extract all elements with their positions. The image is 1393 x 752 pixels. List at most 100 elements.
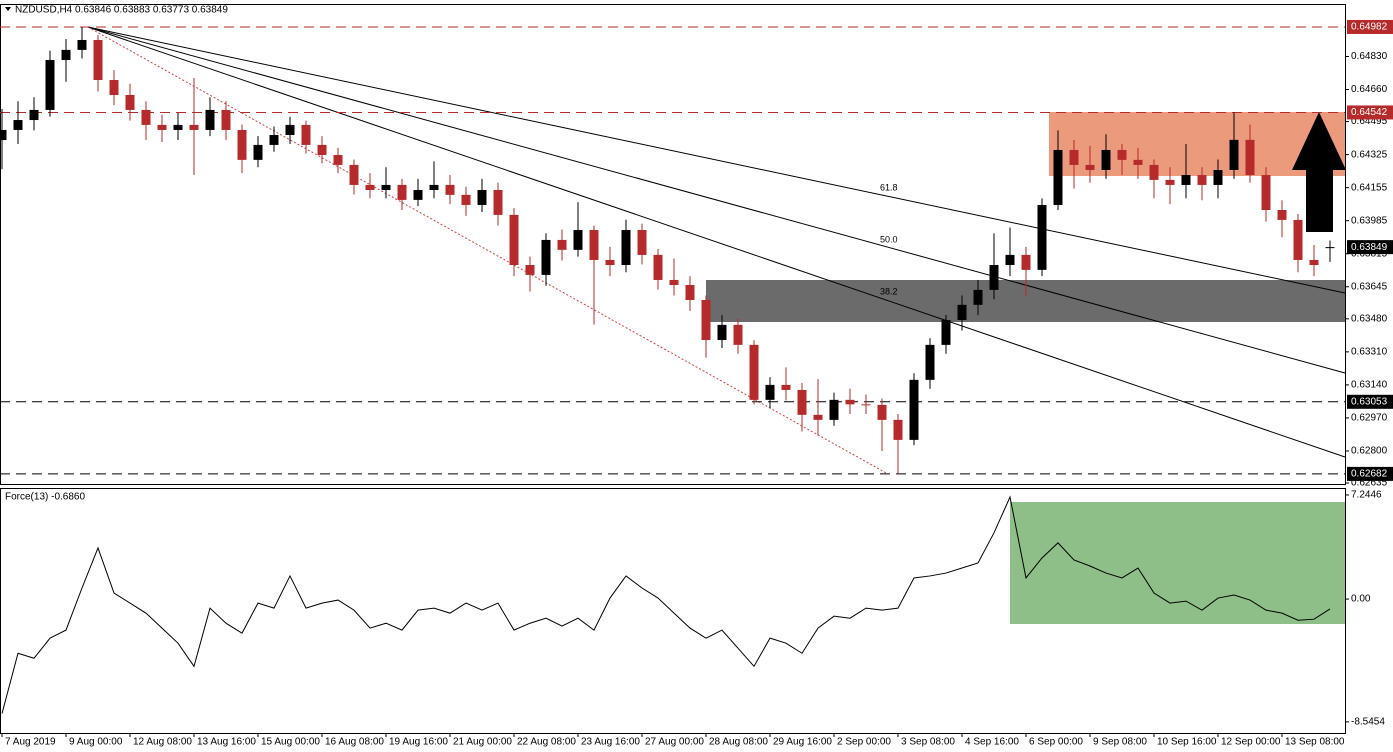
fan-label: 50.0 [880,234,898,244]
fan-label: 61.8 [880,182,898,192]
candle-body [1245,139,1255,176]
y-tick-label: 0.63645 [1351,281,1388,292]
candle-body [445,184,455,195]
candle-body [0,129,7,141]
candle-body [941,319,951,345]
candle-body [989,265,999,290]
candle-body [109,80,119,95]
candle-body [1293,219,1303,260]
x-tick-label: 9 Aug 00:00 [69,737,123,748]
candle-body [1277,210,1287,220]
x-tick-label: 9 Sep 08:00 [1093,737,1147,748]
trend-line [87,26,889,475]
x-tick-label: 27 Aug 00:00 [645,737,704,748]
candle-body [893,419,903,440]
candle-body [541,239,551,275]
level-box [1347,394,1393,409]
fan-line [87,26,1346,458]
candle-body [1213,169,1223,185]
candle-body [317,144,327,156]
candle-body [461,194,471,205]
candle-body [861,404,871,406]
force-panel [0,488,1346,734]
candle-body [77,39,87,50]
candle-body [1309,259,1319,266]
level-box [1347,466,1393,481]
candle-body [301,124,311,145]
candle-body [733,324,743,345]
candle-body [637,230,647,255]
level-label: 0.64982 [1351,22,1388,33]
candle-body [877,404,887,420]
candle-body [365,184,375,190]
candle-body [1133,159,1143,165]
candle-body [1149,164,1159,180]
y-tick-label: 0.63140 [1351,380,1388,391]
candle-body [285,124,295,136]
candle-body [573,230,583,250]
y-tick-label: 0.62800 [1351,446,1388,457]
candle-body [1261,175,1271,211]
force-line [1,495,1331,714]
candle-body [973,289,983,305]
y-tick-label: 0.64155 [1351,182,1388,193]
candle-body [845,399,855,405]
x-tick-label: 12 Aug 08:00 [133,737,192,748]
candle-body [797,389,807,415]
candle-body [381,184,391,190]
candle-body [173,124,183,130]
candle-body [621,230,631,266]
x-tick-label: 4 Sep 16:00 [965,737,1019,748]
candle-body [525,265,535,275]
candle-body [605,259,615,266]
candle-body [333,155,343,165]
candle-body [669,279,679,286]
candle-body [413,189,423,200]
candle-body [1101,149,1111,170]
candle-body [45,59,55,110]
y-tick-label: 0.63480 [1351,313,1388,324]
candle-body [813,414,823,420]
menu-icon[interactable] [5,7,11,11]
force-title: Force(13) -0.6860 [5,492,85,503]
candle-body [829,399,839,420]
current-price-label: 0.63849 [1351,242,1388,253]
level-box [1347,105,1393,120]
level-label: 0.62682 [1351,469,1388,480]
candle-body [429,184,439,190]
x-tick-label: 10 Sep 16:00 [1157,737,1217,748]
y-tick-label: 7.2446 [1351,490,1382,501]
y-tick-label: 0.00 [1351,594,1371,605]
candle-body [685,285,695,300]
candle-body [189,124,199,130]
candle-body [237,129,247,160]
candle-body [349,164,359,185]
candle-body [765,384,775,400]
x-tick-label: 12 Sep 00:00 [1221,737,1281,748]
candle-body [1005,254,1015,266]
y-tick-label: 0.64830 [1351,51,1388,62]
x-tick-label: 23 Aug 16:00 [581,737,640,748]
y-tick-label: 0.62970 [1351,413,1388,424]
x-tick-label: 3 Sep 08:00 [901,737,955,748]
candle-body [957,304,967,320]
fan-line [87,26,1346,294]
x-tick-label: 15 Aug 00:00 [261,737,320,748]
candle-body [749,344,759,400]
x-tick-label: 16 Aug 08:00 [325,737,384,748]
candle-body [1229,139,1239,170]
candle-body [1181,175,1191,185]
y-tick-label: 0.64325 [1351,149,1388,160]
candle-body [1021,254,1031,270]
candle-body [141,109,151,125]
x-tick-label: 21 Aug 00:00 [453,737,512,748]
arrow-shaft [1306,170,1333,232]
candle-body [717,324,727,341]
candle-body [1053,149,1063,205]
y-tick-label: 0.63985 [1351,215,1388,226]
candle-body [477,189,487,205]
candle-body [205,109,215,130]
x-tick-label: 29 Aug 16:00 [773,737,832,748]
candle-body [269,135,279,145]
force-zone [1010,502,1345,624]
